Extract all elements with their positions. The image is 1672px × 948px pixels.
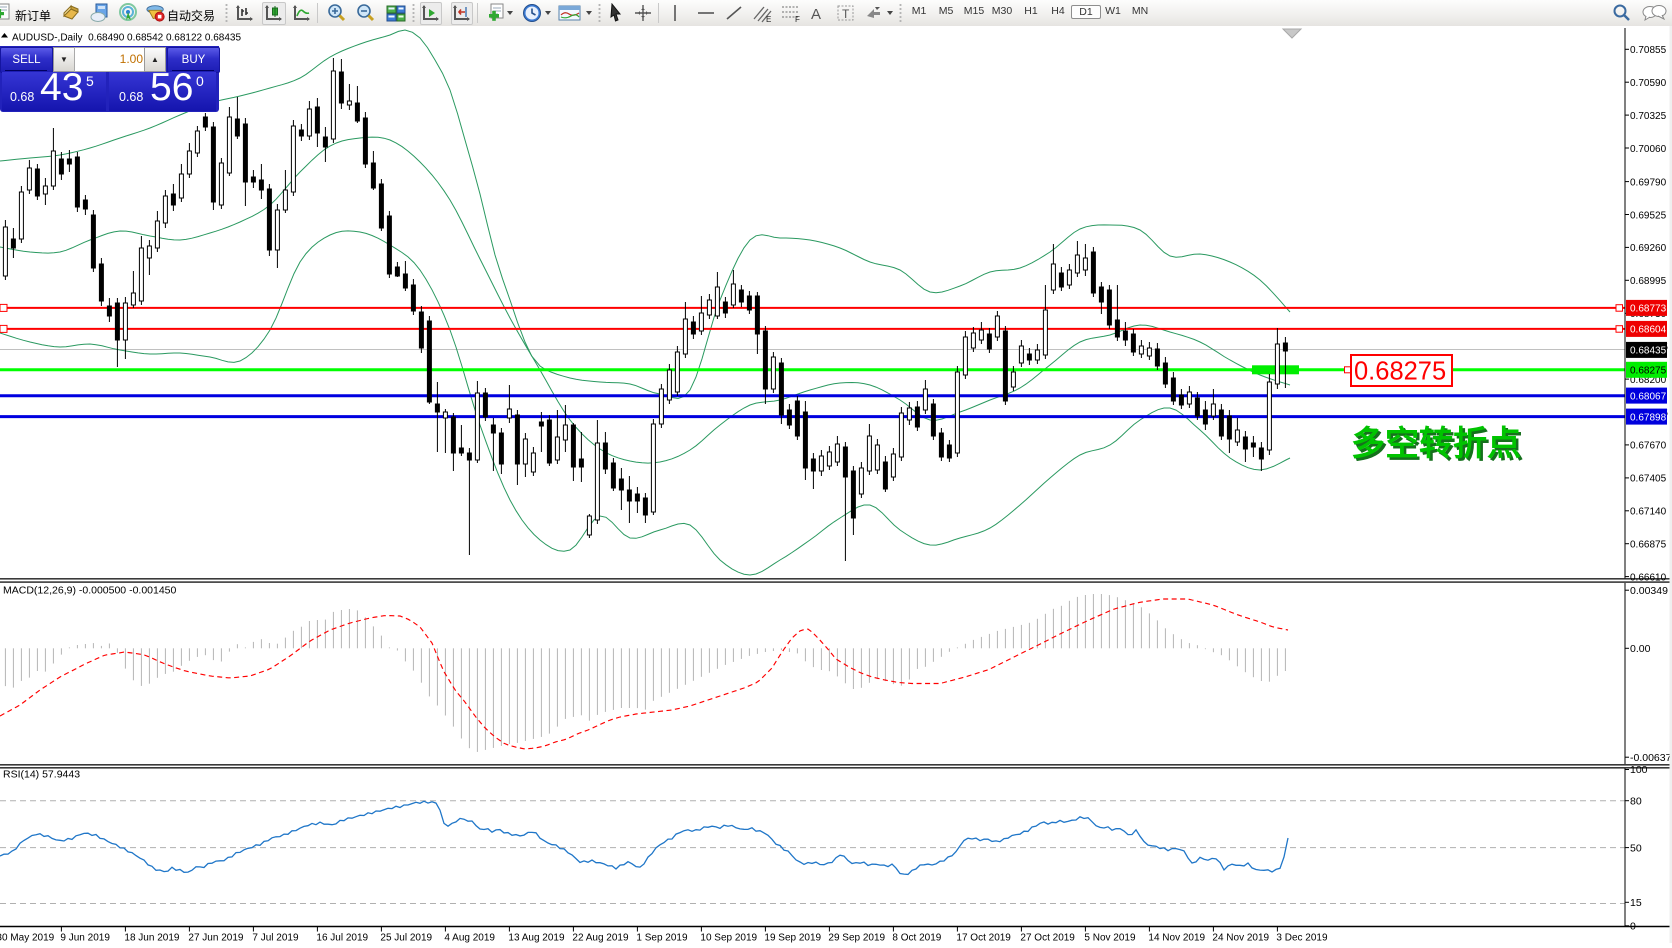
svg-text:0.67670: 0.67670 — [1630, 441, 1667, 452]
svg-text:19 Sep 2019: 19 Sep 2019 — [764, 933, 821, 944]
svg-text:0.70590: 0.70590 — [1630, 78, 1667, 89]
svg-text:0.00349: 0.00349 — [1630, 585, 1668, 597]
svg-text:30 May 2019: 30 May 2019 — [0, 933, 55, 944]
svg-text:0.00: 0.00 — [1630, 643, 1651, 655]
svg-text:27 Jun 2019: 27 Jun 2019 — [188, 933, 243, 944]
svg-text:0.68995: 0.68995 — [1630, 276, 1667, 287]
svg-text:0.69790: 0.69790 — [1630, 177, 1667, 188]
svg-text:0.69525: 0.69525 — [1630, 210, 1667, 221]
svg-text:多空转折点: 多空转折点 — [1351, 425, 1521, 463]
svg-text:F: F — [795, 15, 800, 23]
svg-text:E: E — [766, 15, 771, 23]
svg-text:0.68275: 0.68275 — [1630, 366, 1667, 377]
svg-text:0.68275: 0.68275 — [1354, 358, 1446, 386]
svg-text:0.69260: 0.69260 — [1630, 243, 1667, 254]
svg-text:27 Oct 2019: 27 Oct 2019 — [1020, 933, 1075, 944]
svg-text:25 Jul 2019: 25 Jul 2019 — [380, 933, 432, 944]
svg-text:0.68435: 0.68435 — [1630, 346, 1667, 357]
svg-text:4 Aug 2019: 4 Aug 2019 — [444, 933, 495, 944]
svg-text:0.66875: 0.66875 — [1630, 540, 1667, 551]
svg-text:A: A — [811, 6, 821, 23]
svg-text:29 Sep 2019: 29 Sep 2019 — [828, 933, 885, 944]
svg-text:0.70855: 0.70855 — [1630, 45, 1667, 56]
svg-text:50: 50 — [1630, 842, 1642, 854]
svg-text:T: T — [842, 7, 850, 21]
svg-text:0: 0 — [1630, 921, 1636, 933]
svg-text:0.70060: 0.70060 — [1630, 144, 1667, 155]
svg-text:0.67898: 0.67898 — [1630, 412, 1667, 423]
svg-text:100: 100 — [1630, 764, 1648, 776]
svg-text:-0.00637: -0.00637 — [1630, 752, 1672, 764]
svg-text:3 Dec 2019: 3 Dec 2019 — [1276, 933, 1328, 944]
svg-text:10 Sep 2019: 10 Sep 2019 — [700, 933, 757, 944]
svg-text:0.67405: 0.67405 — [1630, 474, 1667, 485]
svg-text:13 Aug 2019: 13 Aug 2019 — [508, 933, 565, 944]
svg-text:5 Nov 2019: 5 Nov 2019 — [1084, 933, 1136, 944]
svg-text:0.66610: 0.66610 — [1630, 572, 1667, 583]
svg-text:17 Oct 2019: 17 Oct 2019 — [956, 933, 1011, 944]
svg-text:0.67140: 0.67140 — [1630, 507, 1667, 518]
svg-text:80: 80 — [1630, 796, 1642, 808]
svg-text:14 Nov 2019: 14 Nov 2019 — [1148, 933, 1205, 944]
svg-text:15: 15 — [1630, 897, 1642, 909]
svg-text:0.68773: 0.68773 — [1630, 304, 1667, 315]
svg-text:7 Jul 2019: 7 Jul 2019 — [252, 933, 299, 944]
svg-text:9 Jun 2019: 9 Jun 2019 — [60, 933, 110, 944]
svg-text:0.68067: 0.68067 — [1630, 391, 1667, 402]
svg-text:8 Oct 2019: 8 Oct 2019 — [892, 933, 941, 944]
svg-text:0.70325: 0.70325 — [1630, 111, 1667, 122]
svg-text:1 Sep 2019: 1 Sep 2019 — [636, 933, 688, 944]
svg-text:RSI(14) 57.9443: RSI(14) 57.9443 — [3, 769, 80, 781]
svg-text:24 Nov 2019: 24 Nov 2019 — [1212, 933, 1269, 944]
svg-text:18 Jun 2019: 18 Jun 2019 — [124, 933, 179, 944]
svg-text:16 Jul 2019: 16 Jul 2019 — [316, 933, 368, 944]
svg-text:AUDUSD-,Daily 0.68490 0.68542: AUDUSD-,Daily 0.68490 0.68542 0.68122 0.… — [12, 33, 241, 44]
svg-text:MACD(12,26,9) -0.000500 -0.001: MACD(12,26,9) -0.000500 -0.001450 — [3, 585, 177, 597]
svg-text:0.68604: 0.68604 — [1630, 325, 1667, 336]
svg-text:22 Aug 2019: 22 Aug 2019 — [572, 933, 629, 944]
